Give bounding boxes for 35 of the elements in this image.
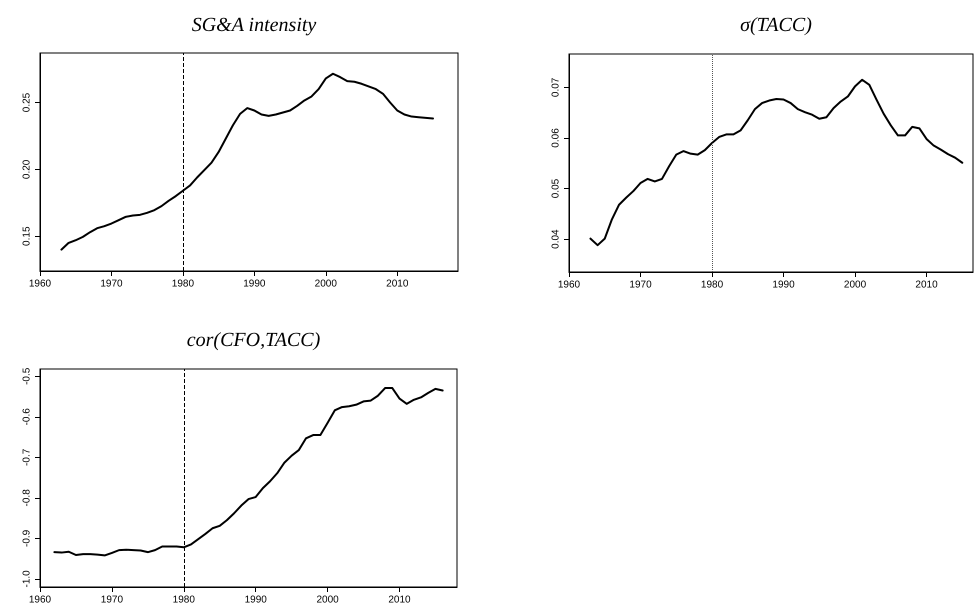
line-series bbox=[589, 78, 964, 246]
y-tick-label: -1.0 bbox=[22, 570, 32, 588]
x-tick-label: 1960 bbox=[28, 278, 52, 290]
y-tick-label: -0.9 bbox=[22, 529, 32, 547]
chart-title: σ(TACC) bbox=[740, 14, 812, 36]
y-tick-label: -0.7 bbox=[22, 448, 32, 466]
x-tick-label: 1980 bbox=[172, 278, 194, 290]
x-tick-label: 1960 bbox=[28, 594, 52, 606]
chart-title: cor(CFO,TACC) bbox=[186, 329, 321, 351]
y-tick-label: 0.07 bbox=[550, 77, 562, 98]
y-tick-label: -0.8 bbox=[22, 488, 32, 506]
x-tick-label: 2000 bbox=[316, 594, 340, 606]
x-tick-label: 1970 bbox=[100, 594, 124, 606]
x-tick-label: 2010 bbox=[386, 278, 409, 290]
y-tick-label: 0.06 bbox=[550, 128, 562, 148]
x-tick-label: 1980 bbox=[700, 280, 724, 290]
y-tick-label: 0.15 bbox=[22, 226, 32, 246]
y-tick-label: -0.6 bbox=[22, 408, 32, 426]
x-tick-label: 2010 bbox=[388, 594, 412, 606]
y-tick-label: 0.04 bbox=[550, 228, 562, 249]
x-tick-label: 1970 bbox=[629, 280, 652, 290]
x-tick-label: 1970 bbox=[100, 278, 124, 290]
y-tick-label: -0.5 bbox=[22, 367, 32, 385]
x-tick-label: 2000 bbox=[844, 280, 867, 290]
y-tick-label: 0.05 bbox=[550, 178, 562, 198]
x-tick-label: 1990 bbox=[772, 280, 796, 290]
y-tick-label: 0.20 bbox=[22, 159, 32, 180]
x-tick-label: 1980 bbox=[172, 594, 196, 606]
y-tick-label: 0.25 bbox=[22, 92, 32, 112]
x-tick-label: 2010 bbox=[915, 280, 938, 290]
x-tick-label: 1990 bbox=[244, 594, 268, 606]
x-tick-label: 1990 bbox=[243, 278, 266, 290]
chart-title: SG&A intensity bbox=[192, 14, 316, 36]
x-tick-label: 1960 bbox=[558, 280, 581, 290]
x-tick-label: 2000 bbox=[314, 278, 338, 290]
